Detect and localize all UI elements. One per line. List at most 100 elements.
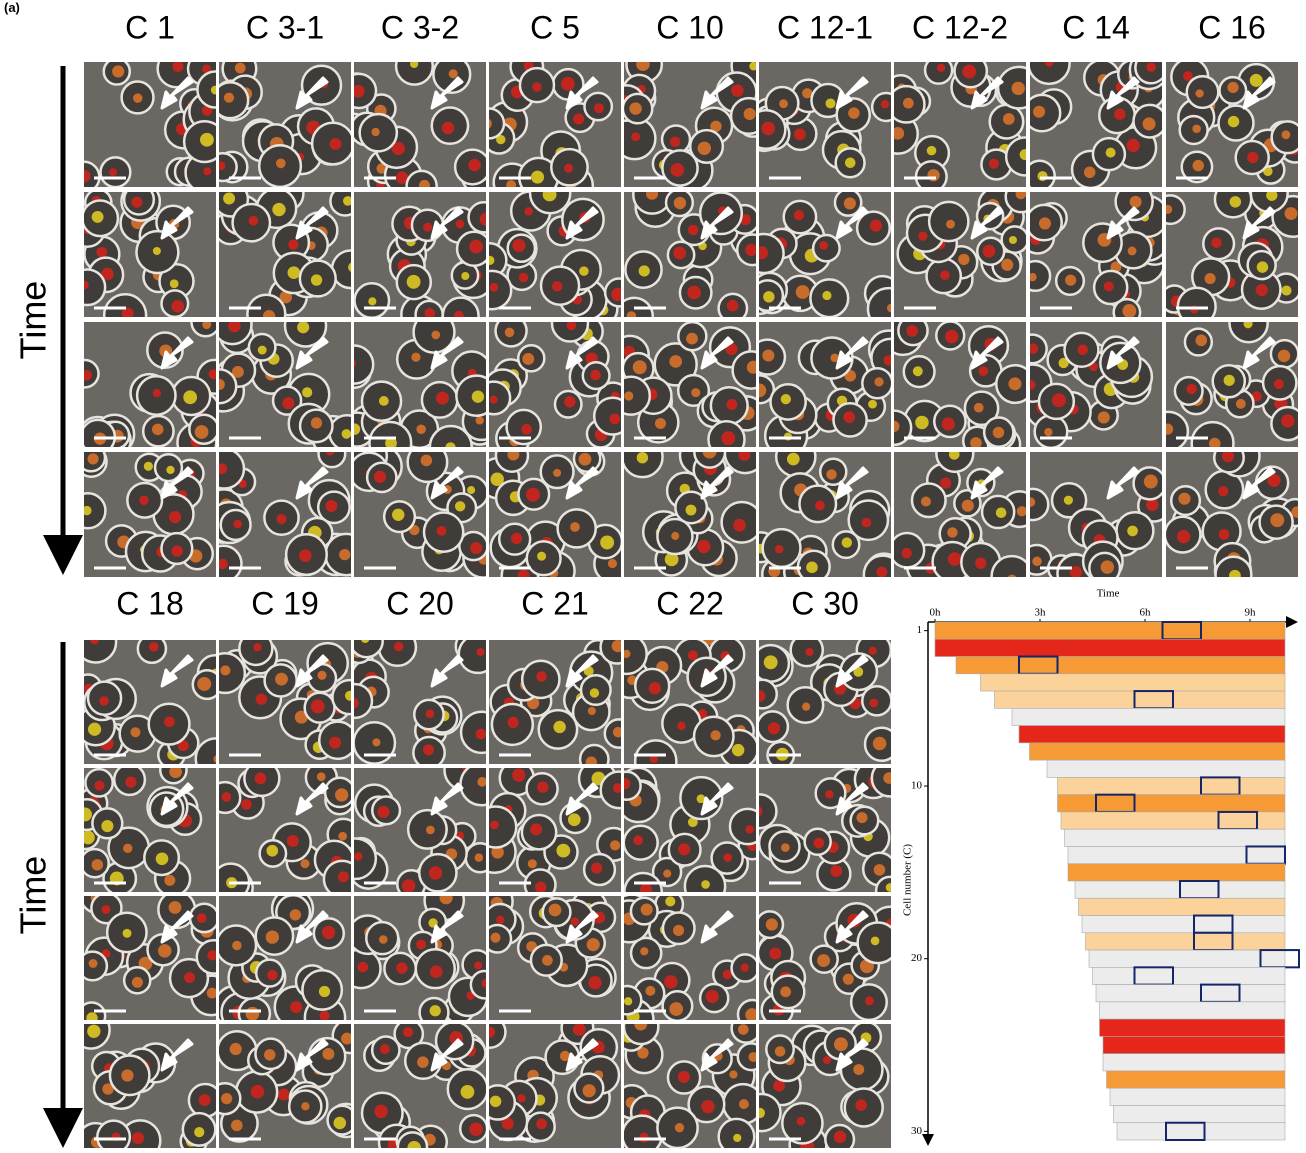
micrograph — [489, 631, 633, 773]
spot — [817, 954, 830, 967]
spot — [222, 792, 232, 802]
spot — [673, 925, 684, 936]
micrograph — [474, 761, 637, 901]
spot — [92, 859, 104, 871]
spot — [442, 122, 454, 134]
spot — [343, 196, 353, 206]
micrograph — [1017, 452, 1174, 592]
spot — [132, 977, 143, 988]
spot — [1028, 343, 1039, 354]
spot — [669, 1002, 683, 1016]
spot — [299, 549, 312, 562]
column-label: C 3-2 — [381, 9, 459, 45]
spot — [426, 826, 435, 835]
micrograph — [354, 192, 499, 333]
spot — [233, 520, 242, 529]
spot — [535, 882, 546, 893]
micrograph — [609, 45, 772, 190]
spot — [288, 239, 298, 249]
spot — [1114, 109, 1125, 120]
spot — [194, 1127, 204, 1137]
spot — [983, 245, 996, 258]
spot — [564, 396, 576, 408]
column-label: C 18 — [116, 585, 184, 621]
spot — [437, 526, 447, 536]
heatmap-row — [1114, 1105, 1286, 1122]
spot — [826, 469, 836, 479]
spot — [319, 1011, 329, 1021]
spot — [1285, 207, 1298, 220]
micrograph — [877, 316, 1034, 460]
spot — [1003, 113, 1015, 125]
spot — [744, 108, 756, 120]
spot — [197, 677, 211, 691]
spot — [325, 500, 337, 512]
spot — [311, 274, 322, 285]
spot — [490, 821, 499, 830]
micrograph — [205, 632, 366, 764]
spot — [209, 369, 219, 379]
heatmap-row — [935, 622, 1285, 639]
spot — [993, 427, 1004, 438]
spot — [1281, 285, 1291, 295]
spot — [287, 835, 299, 847]
spot — [183, 390, 197, 404]
spot — [622, 650, 630, 658]
spot — [81, 370, 92, 381]
spot — [396, 962, 407, 973]
spot — [755, 1108, 765, 1118]
spot — [609, 413, 620, 424]
micrograph — [743, 1022, 891, 1153]
spot — [468, 159, 480, 171]
spot — [797, 1117, 806, 1126]
spot — [727, 300, 738, 311]
micrograph — [68, 1010, 222, 1153]
heatmap-row — [1096, 985, 1285, 1002]
spot — [86, 1012, 97, 1023]
spot — [528, 859, 537, 868]
spot — [600, 535, 614, 549]
column-label: C 14 — [1062, 9, 1130, 45]
time-label: Time — [13, 281, 54, 360]
micrograph — [335, 312, 500, 468]
spot — [1101, 560, 1114, 573]
spot — [665, 896, 675, 906]
heatmap-row — [1100, 1019, 1286, 1036]
spot — [780, 986, 791, 997]
spot — [477, 648, 485, 656]
spot — [290, 909, 301, 920]
spot — [461, 1085, 475, 1099]
spot — [421, 455, 433, 467]
spot — [241, 799, 252, 810]
spot — [368, 297, 376, 305]
spot — [974, 403, 984, 413]
spot — [426, 709, 435, 718]
spot — [738, 449, 750, 461]
spot — [698, 142, 711, 155]
spot — [166, 466, 174, 474]
spot — [454, 311, 464, 321]
spot — [583, 1084, 596, 1097]
micrograph — [472, 173, 633, 325]
spot — [164, 875, 175, 886]
spot — [87, 1025, 100, 1038]
y-tick-label: 1 — [917, 624, 923, 636]
spot — [633, 835, 643, 845]
micrograph — [1149, 304, 1304, 464]
spot — [794, 129, 806, 141]
spot — [445, 442, 455, 452]
spot — [1008, 377, 1021, 390]
spot — [1104, 281, 1114, 291]
spot — [184, 972, 195, 983]
spot — [1012, 82, 1025, 95]
spot — [436, 392, 449, 405]
spot — [1064, 496, 1073, 505]
spot — [1193, 160, 1204, 171]
spot — [338, 832, 347, 841]
spot — [553, 721, 565, 733]
spot — [169, 511, 181, 523]
spot — [266, 845, 278, 857]
spot — [1009, 236, 1017, 244]
spot — [334, 1117, 347, 1130]
spot — [211, 86, 220, 95]
